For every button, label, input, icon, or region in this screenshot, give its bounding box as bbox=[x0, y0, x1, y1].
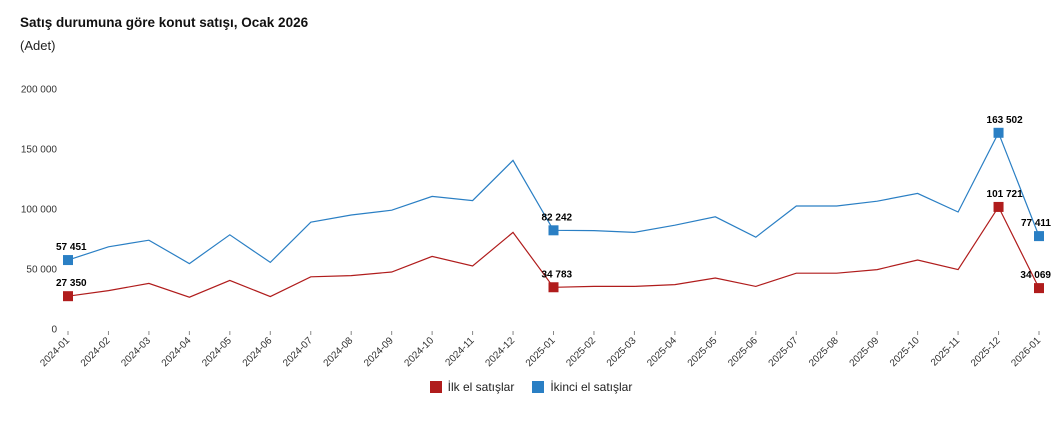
data-point-marker bbox=[993, 201, 1004, 212]
data-label: 27 350 bbox=[56, 278, 87, 289]
x-tick-label: 2025-09 bbox=[848, 335, 882, 369]
x-tick-label: 2024-01 bbox=[38, 335, 72, 369]
legend-item-ikinci-el[interactable]: İkinci el satışlar bbox=[532, 380, 632, 394]
x-tick-label: 2024-06 bbox=[241, 335, 275, 369]
x-tick-label: 2024-07 bbox=[281, 335, 315, 369]
data-point-marker bbox=[1034, 283, 1044, 294]
x-tick-label: 2024-02 bbox=[79, 335, 113, 369]
legend-label-ilk-el: İlk el satışlar bbox=[447, 380, 515, 394]
x-tick-label: 2024-11 bbox=[443, 335, 477, 369]
data-point-marker bbox=[548, 225, 559, 236]
x-tick-label: 2025-07 bbox=[767, 335, 801, 369]
data-label: 34 069 bbox=[1020, 270, 1051, 281]
x-tick-label: 2024-03 bbox=[119, 335, 153, 369]
y-tick-label: 200 000 bbox=[21, 85, 58, 96]
y-tick-label: 50 000 bbox=[26, 265, 57, 276]
y-tick-label: 150 000 bbox=[21, 145, 58, 156]
x-tick-label: 2024-08 bbox=[322, 335, 356, 369]
x-tick-label: 2024-05 bbox=[200, 335, 234, 369]
data-point-marker bbox=[1034, 231, 1044, 242]
x-tick-label: 2025-01 bbox=[524, 335, 558, 369]
y-tick-label: 100 000 bbox=[21, 205, 58, 216]
y-tick-label: 0 bbox=[51, 325, 57, 336]
x-tick-label: 2024-04 bbox=[160, 335, 194, 369]
legend-swatch-ilk-el bbox=[429, 381, 442, 393]
x-tick-label: 2025-03 bbox=[605, 335, 639, 369]
x-tick-label: 2024-12 bbox=[483, 335, 517, 369]
x-tick-label: 2025-11 bbox=[929, 335, 963, 369]
data-label: 163 502 bbox=[987, 115, 1024, 126]
chart-subtitle: (Adet) bbox=[20, 38, 56, 53]
x-tick-label: 2025-06 bbox=[726, 335, 760, 369]
data-point-marker bbox=[993, 127, 1004, 138]
x-tick-label: 2025-05 bbox=[686, 335, 720, 369]
x-tick-label: 2025-08 bbox=[807, 335, 841, 369]
data-label: 34 783 bbox=[542, 269, 573, 280]
data-point-marker bbox=[63, 291, 73, 302]
data-point-marker bbox=[63, 255, 73, 266]
legend-item-ilk-el[interactable]: İlk el satışlar bbox=[429, 380, 515, 394]
x-tick-label: 2025-10 bbox=[888, 335, 922, 369]
data-label: 82 242 bbox=[542, 212, 573, 223]
chart-title: Satış durumuna göre konut satışı, Ocak 2… bbox=[20, 15, 309, 30]
x-tick-label: 2026-01 bbox=[1009, 335, 1043, 369]
x-tick-label: 2024-10 bbox=[403, 335, 437, 369]
data-point-marker bbox=[548, 282, 559, 293]
legend-swatch-ikinci-el bbox=[532, 381, 545, 393]
x-tick-label: 2025-02 bbox=[564, 335, 598, 369]
data-label: 57 451 bbox=[56, 242, 87, 253]
data-label: 101 721 bbox=[987, 189, 1024, 200]
data-label: 77 411 bbox=[1021, 218, 1051, 229]
series-line-1 bbox=[67, 131, 1040, 265]
legend-label-ikinci-el: İkinci el satışlar bbox=[550, 380, 633, 394]
x-tick-label: 2024-09 bbox=[362, 335, 396, 369]
x-tick-label: 2025-12 bbox=[969, 335, 1003, 369]
x-tick-label: 2025-04 bbox=[645, 335, 679, 369]
legend: İlk el satışlar İkinci el satışlar bbox=[0, 380, 1062, 394]
